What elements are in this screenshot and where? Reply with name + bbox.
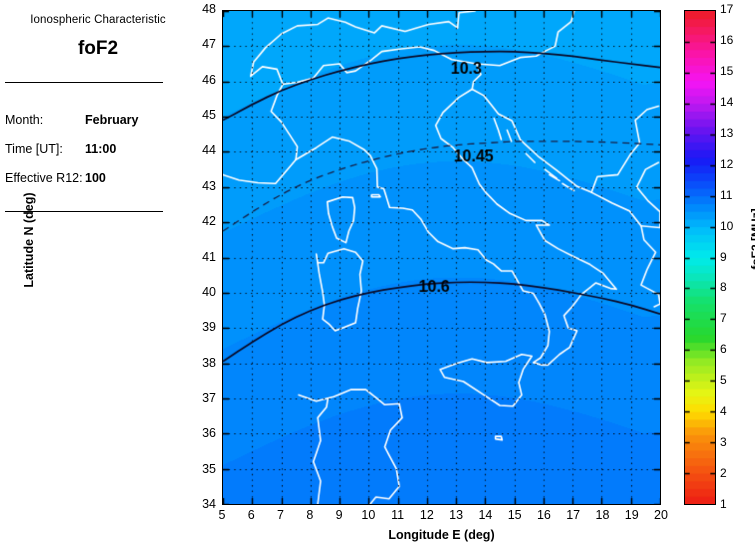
y-tick-35: 35 bbox=[202, 461, 216, 476]
colorbar-tick-5: 5 bbox=[720, 373, 727, 388]
x-tick-15: 15 bbox=[507, 508, 522, 522]
y-tick-36: 36 bbox=[202, 426, 216, 441]
x-tick-6: 6 bbox=[247, 508, 255, 522]
colorbar-tick-17: 17 bbox=[720, 2, 734, 16]
colorbar-tick-2: 2 bbox=[720, 466, 727, 481]
y-tick-47: 47 bbox=[202, 37, 216, 52]
colorbar-tick-7: 7 bbox=[720, 311, 727, 326]
x-tick-14: 14 bbox=[478, 508, 493, 522]
field-r12: Effective R12: 100 bbox=[5, 171, 106, 188]
info-panel: Ionospheric Characteristic foF2 Month: Fe… bbox=[0, 0, 200, 551]
field-month: Month: February bbox=[5, 113, 139, 130]
colorbar-tick-11: 11 bbox=[720, 187, 733, 202]
colorbar bbox=[684, 10, 716, 505]
panel-heading: Ionospheric Characteristic bbox=[30, 14, 166, 26]
divider-top bbox=[5, 82, 163, 83]
colorbar-tick-10: 10 bbox=[720, 218, 734, 233]
field-month-value: February bbox=[85, 113, 139, 127]
field-r12-value: 100 bbox=[85, 171, 106, 185]
x-tick-9: 9 bbox=[335, 508, 343, 522]
y-tick-34: 34 bbox=[202, 497, 216, 511]
x-tick-16: 16 bbox=[536, 508, 551, 522]
colorbar-tick-15: 15 bbox=[720, 63, 734, 78]
y-tick-43: 43 bbox=[202, 178, 216, 193]
x-tick-8: 8 bbox=[306, 508, 314, 522]
y-tick-40: 40 bbox=[202, 284, 216, 299]
field-r12-label: Effective R12: bbox=[5, 171, 83, 185]
field-time-label: Time [UT]: bbox=[5, 142, 63, 156]
x-tick-5: 5 bbox=[218, 508, 226, 522]
y-tick-48: 48 bbox=[202, 2, 216, 16]
x-tick-13: 13 bbox=[449, 508, 464, 522]
field-time: Time [UT]: 11:00 bbox=[5, 142, 116, 159]
colorbar-tick-6: 6 bbox=[720, 342, 727, 357]
colorbar-gradient bbox=[685, 11, 715, 504]
y-axis-label: Latitude N (deg) bbox=[22, 192, 36, 288]
x-tick-17: 17 bbox=[566, 508, 581, 522]
foF2-contour-map bbox=[223, 11, 660, 504]
y-tick-44: 44 bbox=[202, 143, 216, 158]
colorbar-tick-16: 16 bbox=[720, 32, 734, 47]
x-tick-11: 11 bbox=[391, 508, 405, 522]
y-tick-38: 38 bbox=[202, 355, 216, 370]
field-time-value: 11:00 bbox=[85, 142, 117, 156]
colorbar-tick-3: 3 bbox=[720, 435, 727, 450]
map-plot-area bbox=[222, 10, 661, 505]
colorbar-tick-14: 14 bbox=[720, 94, 734, 109]
y-tick-41: 41 bbox=[202, 249, 216, 264]
divider-bottom bbox=[5, 211, 163, 212]
colorbar-tick-13: 13 bbox=[720, 125, 734, 140]
x-tick-20: 20 bbox=[654, 508, 668, 522]
y-tick-39: 39 bbox=[202, 320, 216, 335]
x-tick-18: 18 bbox=[595, 508, 610, 522]
y-tick-46: 46 bbox=[202, 72, 216, 87]
y-tick-37: 37 bbox=[202, 390, 216, 405]
colorbar-tick-12: 12 bbox=[720, 156, 734, 171]
colorbar-label: foF2 [MHz] bbox=[749, 208, 755, 270]
x-tick-10: 10 bbox=[361, 508, 376, 522]
colorbar-tick-1: 1 bbox=[720, 497, 727, 511]
x-tick-12: 12 bbox=[419, 508, 434, 522]
y-tick-45: 45 bbox=[202, 108, 216, 123]
y-tick-42: 42 bbox=[202, 214, 216, 229]
colorbar-tick-9: 9 bbox=[720, 249, 727, 264]
x-axis-label: Longitude E (deg) bbox=[388, 528, 495, 542]
colorbar-tick-4: 4 bbox=[720, 404, 727, 419]
x-tick-19: 19 bbox=[624, 508, 639, 522]
colorbar-tick-8: 8 bbox=[720, 280, 727, 295]
panel-title: foF2 bbox=[77, 38, 119, 59]
field-month-label: Month: bbox=[5, 113, 44, 127]
x-tick-7: 7 bbox=[277, 508, 284, 522]
